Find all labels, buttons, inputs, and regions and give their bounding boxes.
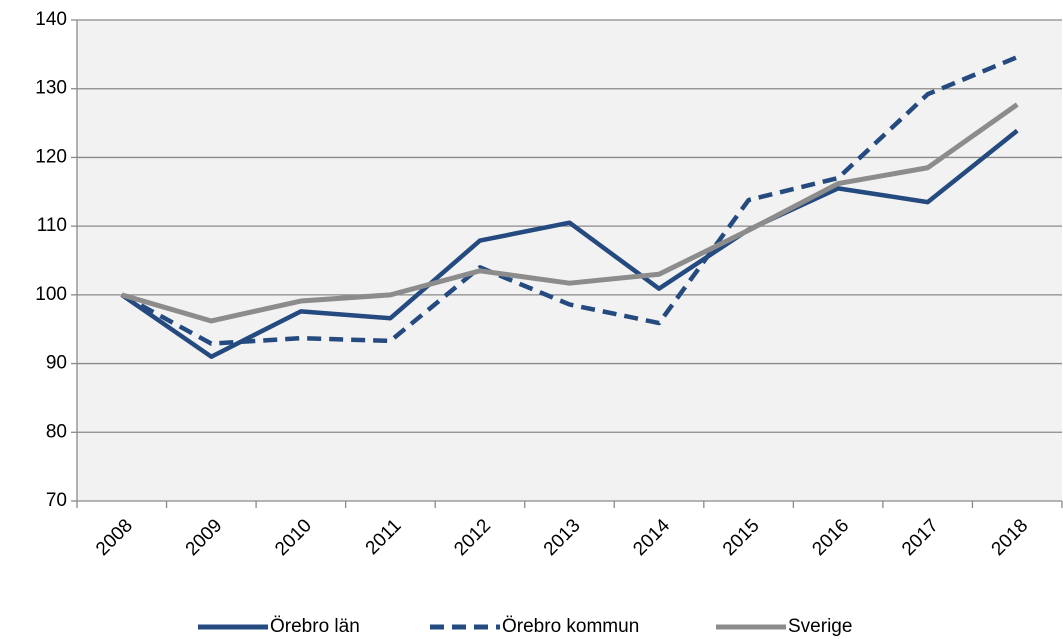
plot-area: [77, 20, 1062, 501]
legend-label: Örebro kommun: [502, 616, 639, 637]
legend-label: Sverige: [788, 616, 852, 637]
y-tick-label: 120: [35, 146, 67, 167]
y-tick-label: 130: [35, 78, 67, 99]
x-tick-label: 2009: [182, 515, 227, 560]
x-tick-label: 2014: [629, 515, 674, 560]
series-line: [120, 55, 1019, 346]
legend-label: Örebro län: [270, 616, 360, 637]
x-tick-label: 2013: [540, 515, 585, 560]
x-tick-label: 2011: [362, 515, 406, 559]
x-tick-label: 2018: [988, 515, 1033, 560]
y-tick-label: 140: [35, 9, 67, 30]
y-tick-label: 80: [46, 421, 67, 442]
y-tick-label: 90: [46, 353, 67, 374]
y-tick-label: 100: [35, 284, 67, 305]
y-tick-label: 110: [37, 215, 67, 236]
x-tick-label: 2015: [719, 515, 764, 560]
series-line: [120, 128, 1019, 359]
x-tick-label: 2016: [808, 515, 853, 560]
series-line: [121, 102, 1019, 324]
x-tick-label: 2012: [450, 515, 495, 560]
x-tick-label: 2008: [92, 515, 137, 560]
x-tick-label: 2017: [898, 515, 943, 560]
y-tick-label: 70: [46, 490, 67, 511]
x-tick-label: 2010: [271, 515, 316, 560]
